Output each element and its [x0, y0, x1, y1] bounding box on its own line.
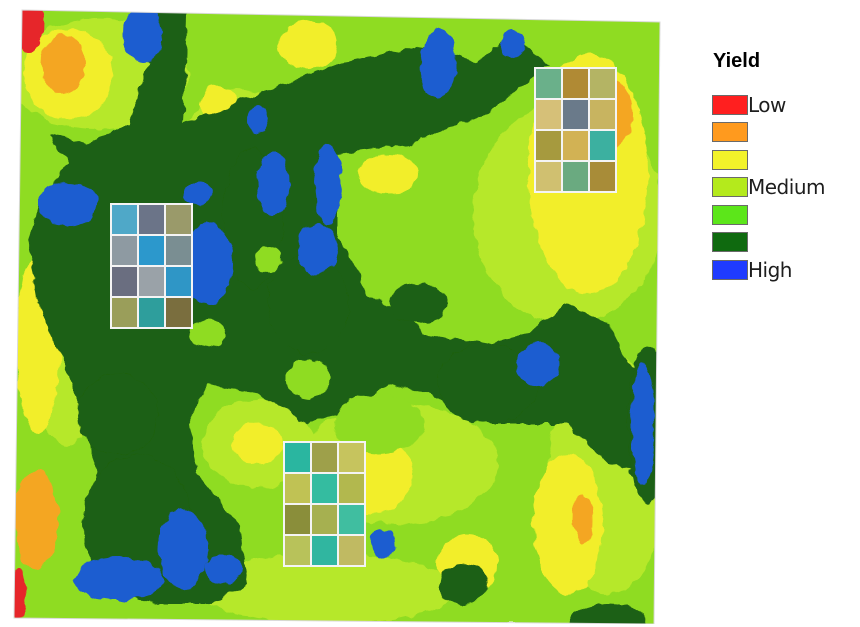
- sample-plot-grid: [283, 441, 366, 567]
- sample-plot-grid: [110, 203, 193, 329]
- sample-plot-grid: [534, 67, 617, 193]
- plot-cell: [534, 160, 563, 193]
- plot-cell: [561, 67, 590, 100]
- plot-cell: [561, 98, 590, 131]
- plot-cell: [310, 441, 339, 474]
- plot-cell: [588, 160, 617, 193]
- plot-cell: [310, 472, 339, 505]
- zone-medium-inset: [190, 247, 423, 454]
- legend-item-6: [712, 231, 858, 254]
- plot-cell: [588, 98, 617, 131]
- legend-item-3: [712, 148, 858, 171]
- yield-map-canvas: [13, 9, 661, 624]
- legend-item-5: [712, 203, 858, 226]
- plot-cell: [164, 296, 193, 329]
- zone-red: [14, 10, 44, 619]
- plot-cell: [310, 503, 339, 536]
- plot-cell: [137, 296, 166, 329]
- plot-cell: [137, 203, 166, 236]
- plot-cell: [110, 234, 139, 267]
- plot-cell: [337, 503, 366, 536]
- plot-cell: [110, 203, 139, 236]
- legend-swatch: [712, 232, 748, 252]
- legend-swatch: [712, 259, 748, 280]
- plot-cell: [283, 534, 312, 567]
- zone-blue: [38, 10, 655, 601]
- field-boundary: [13, 9, 661, 624]
- plot-cell: [283, 472, 312, 505]
- plot-cell: [588, 129, 617, 162]
- plot-cell: [310, 534, 339, 567]
- legend-item-low: Low: [712, 93, 858, 116]
- plot-cell: [283, 503, 312, 536]
- yield-map: [8, 4, 664, 624]
- plot-cell: [283, 441, 312, 474]
- plot-cell: [110, 296, 139, 329]
- legend-item-medium: Medium: [712, 176, 858, 199]
- legend-swatch: [712, 204, 748, 225]
- legend-swatch: [712, 94, 748, 115]
- plot-cell: [164, 265, 193, 298]
- plot-cell: [337, 534, 366, 567]
- legend-item-2: [712, 121, 858, 144]
- legend-label: Low: [748, 92, 786, 117]
- plot-cell: [337, 441, 366, 474]
- plot-cell: [561, 160, 590, 193]
- plot-cell: [588, 67, 617, 100]
- legend-item-high: High: [712, 258, 858, 281]
- legend-label: High: [748, 257, 792, 282]
- plot-cell: [164, 234, 193, 267]
- legend-label: Medium: [748, 175, 825, 199]
- plot-cell: [110, 265, 139, 298]
- plot-cell: [534, 129, 563, 162]
- plot-cell: [137, 234, 166, 267]
- plot-cell: [137, 265, 166, 298]
- plot-cell: [534, 67, 563, 100]
- plot-cell: [534, 98, 563, 131]
- legend-swatch: [712, 149, 748, 170]
- plot-cell: [337, 472, 366, 505]
- legend-title: Yield: [713, 50, 761, 72]
- plot-cell: [164, 203, 193, 236]
- legend-swatch: [712, 122, 748, 142]
- plot-cell: [561, 129, 590, 162]
- yield-legend: Yield Low Medium High: [712, 50, 858, 286]
- legend-swatch: [712, 177, 748, 197]
